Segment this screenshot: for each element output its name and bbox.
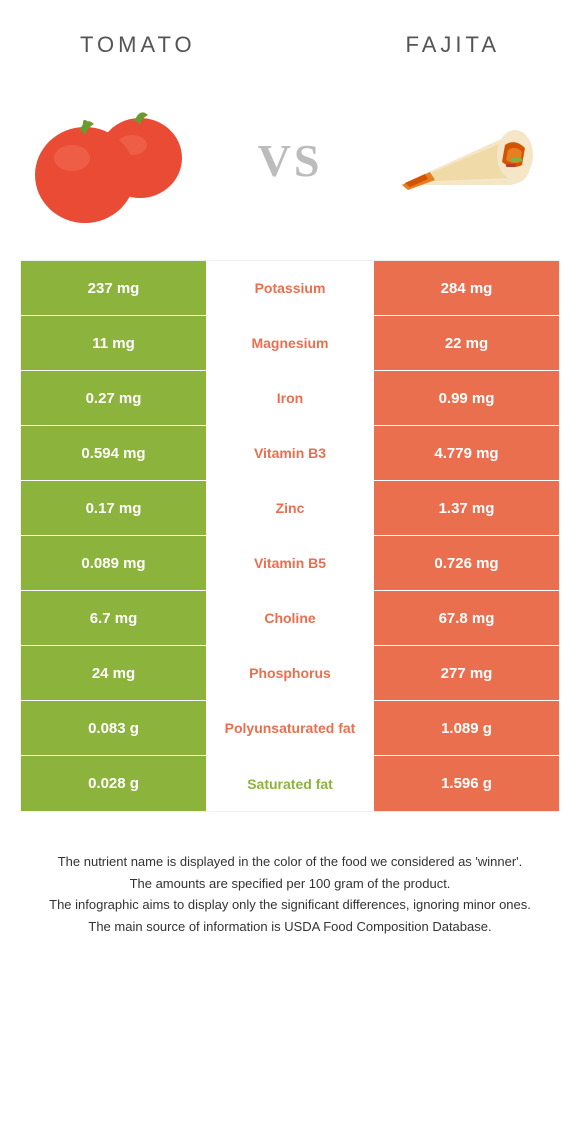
- footnote-line: The amounts are specified per 100 gram o…: [30, 874, 550, 894]
- left-value: 0.594 mg: [21, 426, 206, 480]
- nutrient-label: Saturated fat: [206, 756, 374, 811]
- footnote-line: The nutrient name is displayed in the co…: [30, 852, 550, 872]
- left-value: 11 mg: [21, 316, 206, 370]
- left-value: 0.089 mg: [21, 536, 206, 590]
- nutrient-label: Potassium: [206, 261, 374, 315]
- left-value: 0.028 g: [21, 756, 206, 811]
- left-value: 0.083 g: [21, 701, 206, 755]
- left-food-title: TOMATO: [80, 32, 196, 58]
- nutrient-label: Magnesium: [206, 316, 374, 370]
- left-value: 6.7 mg: [21, 591, 206, 645]
- nutrient-row: 237 mgPotassium284 mg: [21, 261, 559, 316]
- right-value: 4.779 mg: [374, 426, 559, 480]
- nutrient-row: 0.27 mgIron0.99 mg: [21, 371, 559, 426]
- right-value: 1.089 g: [374, 701, 559, 755]
- footnotes: The nutrient name is displayed in the co…: [20, 812, 560, 936]
- nutrient-table: 237 mgPotassium284 mg11 mgMagnesium22 mg…: [20, 260, 560, 812]
- nutrient-row: 0.17 mgZinc1.37 mg: [21, 481, 559, 536]
- tomato-image: [30, 90, 200, 230]
- right-value: 67.8 mg: [374, 591, 559, 645]
- right-value: 277 mg: [374, 646, 559, 700]
- left-value: 24 mg: [21, 646, 206, 700]
- nutrient-label: Phosphorus: [206, 646, 374, 700]
- left-value: 0.17 mg: [21, 481, 206, 535]
- left-value: 237 mg: [21, 261, 206, 315]
- right-food-title: FAJITA: [406, 32, 501, 58]
- images-row: VS: [20, 90, 560, 260]
- nutrient-row: 0.028 gSaturated fat1.596 g: [21, 756, 559, 811]
- right-value: 1.596 g: [374, 756, 559, 811]
- nutrient-row: 0.594 mgVitamin B34.779 mg: [21, 426, 559, 481]
- right-value: 1.37 mg: [374, 481, 559, 535]
- vs-label: VS: [258, 134, 323, 187]
- footnote-line: The infographic aims to display only the…: [30, 895, 550, 915]
- nutrient-label: Choline: [206, 591, 374, 645]
- right-value: 22 mg: [374, 316, 559, 370]
- nutrient-label: Iron: [206, 371, 374, 425]
- right-value: 0.99 mg: [374, 371, 559, 425]
- fajita-image: [380, 90, 550, 230]
- right-value: 284 mg: [374, 261, 559, 315]
- right-value: 0.726 mg: [374, 536, 559, 590]
- nutrient-row: 0.083 gPolyunsaturated fat1.089 g: [21, 701, 559, 756]
- nutrient-row: 0.089 mgVitamin B50.726 mg: [21, 536, 559, 591]
- nutrient-label: Zinc: [206, 481, 374, 535]
- nutrient-row: 24 mgPhosphorus277 mg: [21, 646, 559, 701]
- footnote-line: The main source of information is USDA F…: [30, 917, 550, 937]
- nutrient-label: Vitamin B3: [206, 426, 374, 480]
- left-value: 0.27 mg: [21, 371, 206, 425]
- nutrient-label: Polyunsaturated fat: [206, 701, 374, 755]
- nutrient-label: Vitamin B5: [206, 536, 374, 590]
- nutrient-row: 6.7 mgCholine67.8 mg: [21, 591, 559, 646]
- header-row: TOMATO FAJITA: [20, 20, 560, 90]
- nutrient-row: 11 mgMagnesium22 mg: [21, 316, 559, 371]
